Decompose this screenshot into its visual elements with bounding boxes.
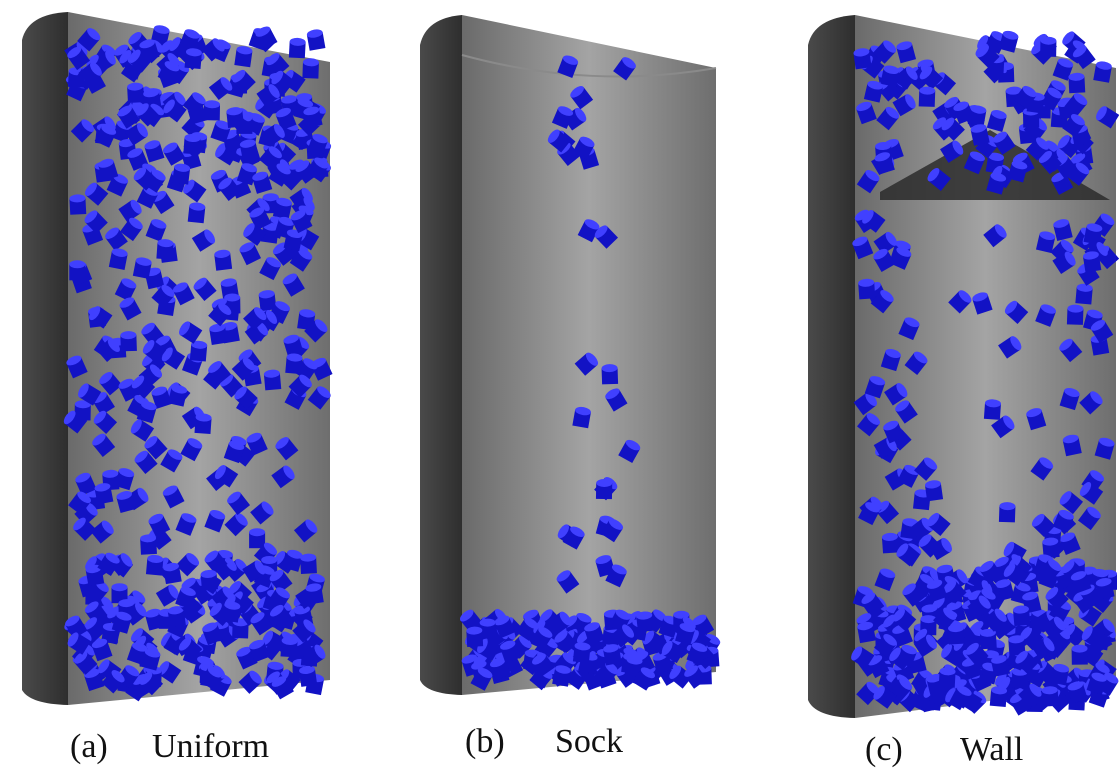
particle xyxy=(853,47,872,69)
caption-name: Sock xyxy=(555,723,623,760)
particle xyxy=(185,48,203,69)
particle xyxy=(194,413,211,434)
particle xyxy=(924,479,943,501)
particle xyxy=(127,82,144,103)
particle xyxy=(190,340,208,361)
particle xyxy=(183,133,200,154)
particle xyxy=(222,600,241,622)
caption-name: Uniform xyxy=(152,728,269,765)
particle xyxy=(214,249,232,271)
particle xyxy=(140,534,157,555)
particle xyxy=(305,582,324,604)
particle xyxy=(990,686,1008,707)
particle xyxy=(1082,250,1101,272)
particle xyxy=(209,323,228,345)
particle xyxy=(596,479,612,499)
particle xyxy=(285,353,303,374)
particle xyxy=(573,642,591,664)
particle xyxy=(1075,283,1093,304)
particle xyxy=(226,106,244,128)
particle xyxy=(156,239,173,260)
particle xyxy=(297,308,316,330)
particle xyxy=(200,569,218,590)
slab-side xyxy=(808,15,855,718)
caption-label: (c) xyxy=(865,731,903,768)
figure: (a) Uniform (b) Sock (c) Wall xyxy=(0,0,1119,772)
particle xyxy=(1093,60,1112,82)
particle xyxy=(69,194,86,215)
particle xyxy=(146,554,164,575)
caption-label: (a) xyxy=(70,728,108,765)
particle xyxy=(980,628,997,649)
particle xyxy=(999,502,1016,523)
particle xyxy=(1013,605,1031,626)
particle xyxy=(858,278,875,299)
particle xyxy=(120,331,137,352)
particle xyxy=(234,45,253,67)
particle xyxy=(466,626,483,647)
panel-b xyxy=(420,15,722,695)
particle xyxy=(264,369,282,390)
particle xyxy=(1042,686,1059,707)
particle xyxy=(1040,37,1056,57)
particle xyxy=(1072,644,1088,664)
particle xyxy=(302,58,319,79)
particle xyxy=(919,86,936,107)
slab-side xyxy=(22,12,68,705)
particle xyxy=(172,163,190,185)
caption-name: Wall xyxy=(960,731,1023,768)
panel-a xyxy=(22,12,333,705)
particle-top xyxy=(69,260,85,268)
particle-top xyxy=(112,583,128,591)
panel-c xyxy=(808,15,1119,718)
particle xyxy=(69,260,85,280)
caption-label: (b) xyxy=(465,723,505,760)
particle-top xyxy=(249,528,265,536)
particle-top xyxy=(261,556,277,564)
particle xyxy=(882,532,899,553)
particle xyxy=(1068,72,1085,93)
particle xyxy=(1067,304,1084,325)
particle xyxy=(289,37,306,58)
particle xyxy=(249,528,265,548)
particle xyxy=(299,665,318,687)
particle xyxy=(984,399,1001,420)
particle xyxy=(300,553,317,574)
slab-side xyxy=(420,15,462,695)
particle xyxy=(939,667,956,688)
particle xyxy=(306,28,325,50)
particle xyxy=(280,636,297,657)
particle xyxy=(948,624,965,645)
particle xyxy=(636,611,654,633)
particle xyxy=(188,202,206,224)
particle xyxy=(601,364,618,385)
